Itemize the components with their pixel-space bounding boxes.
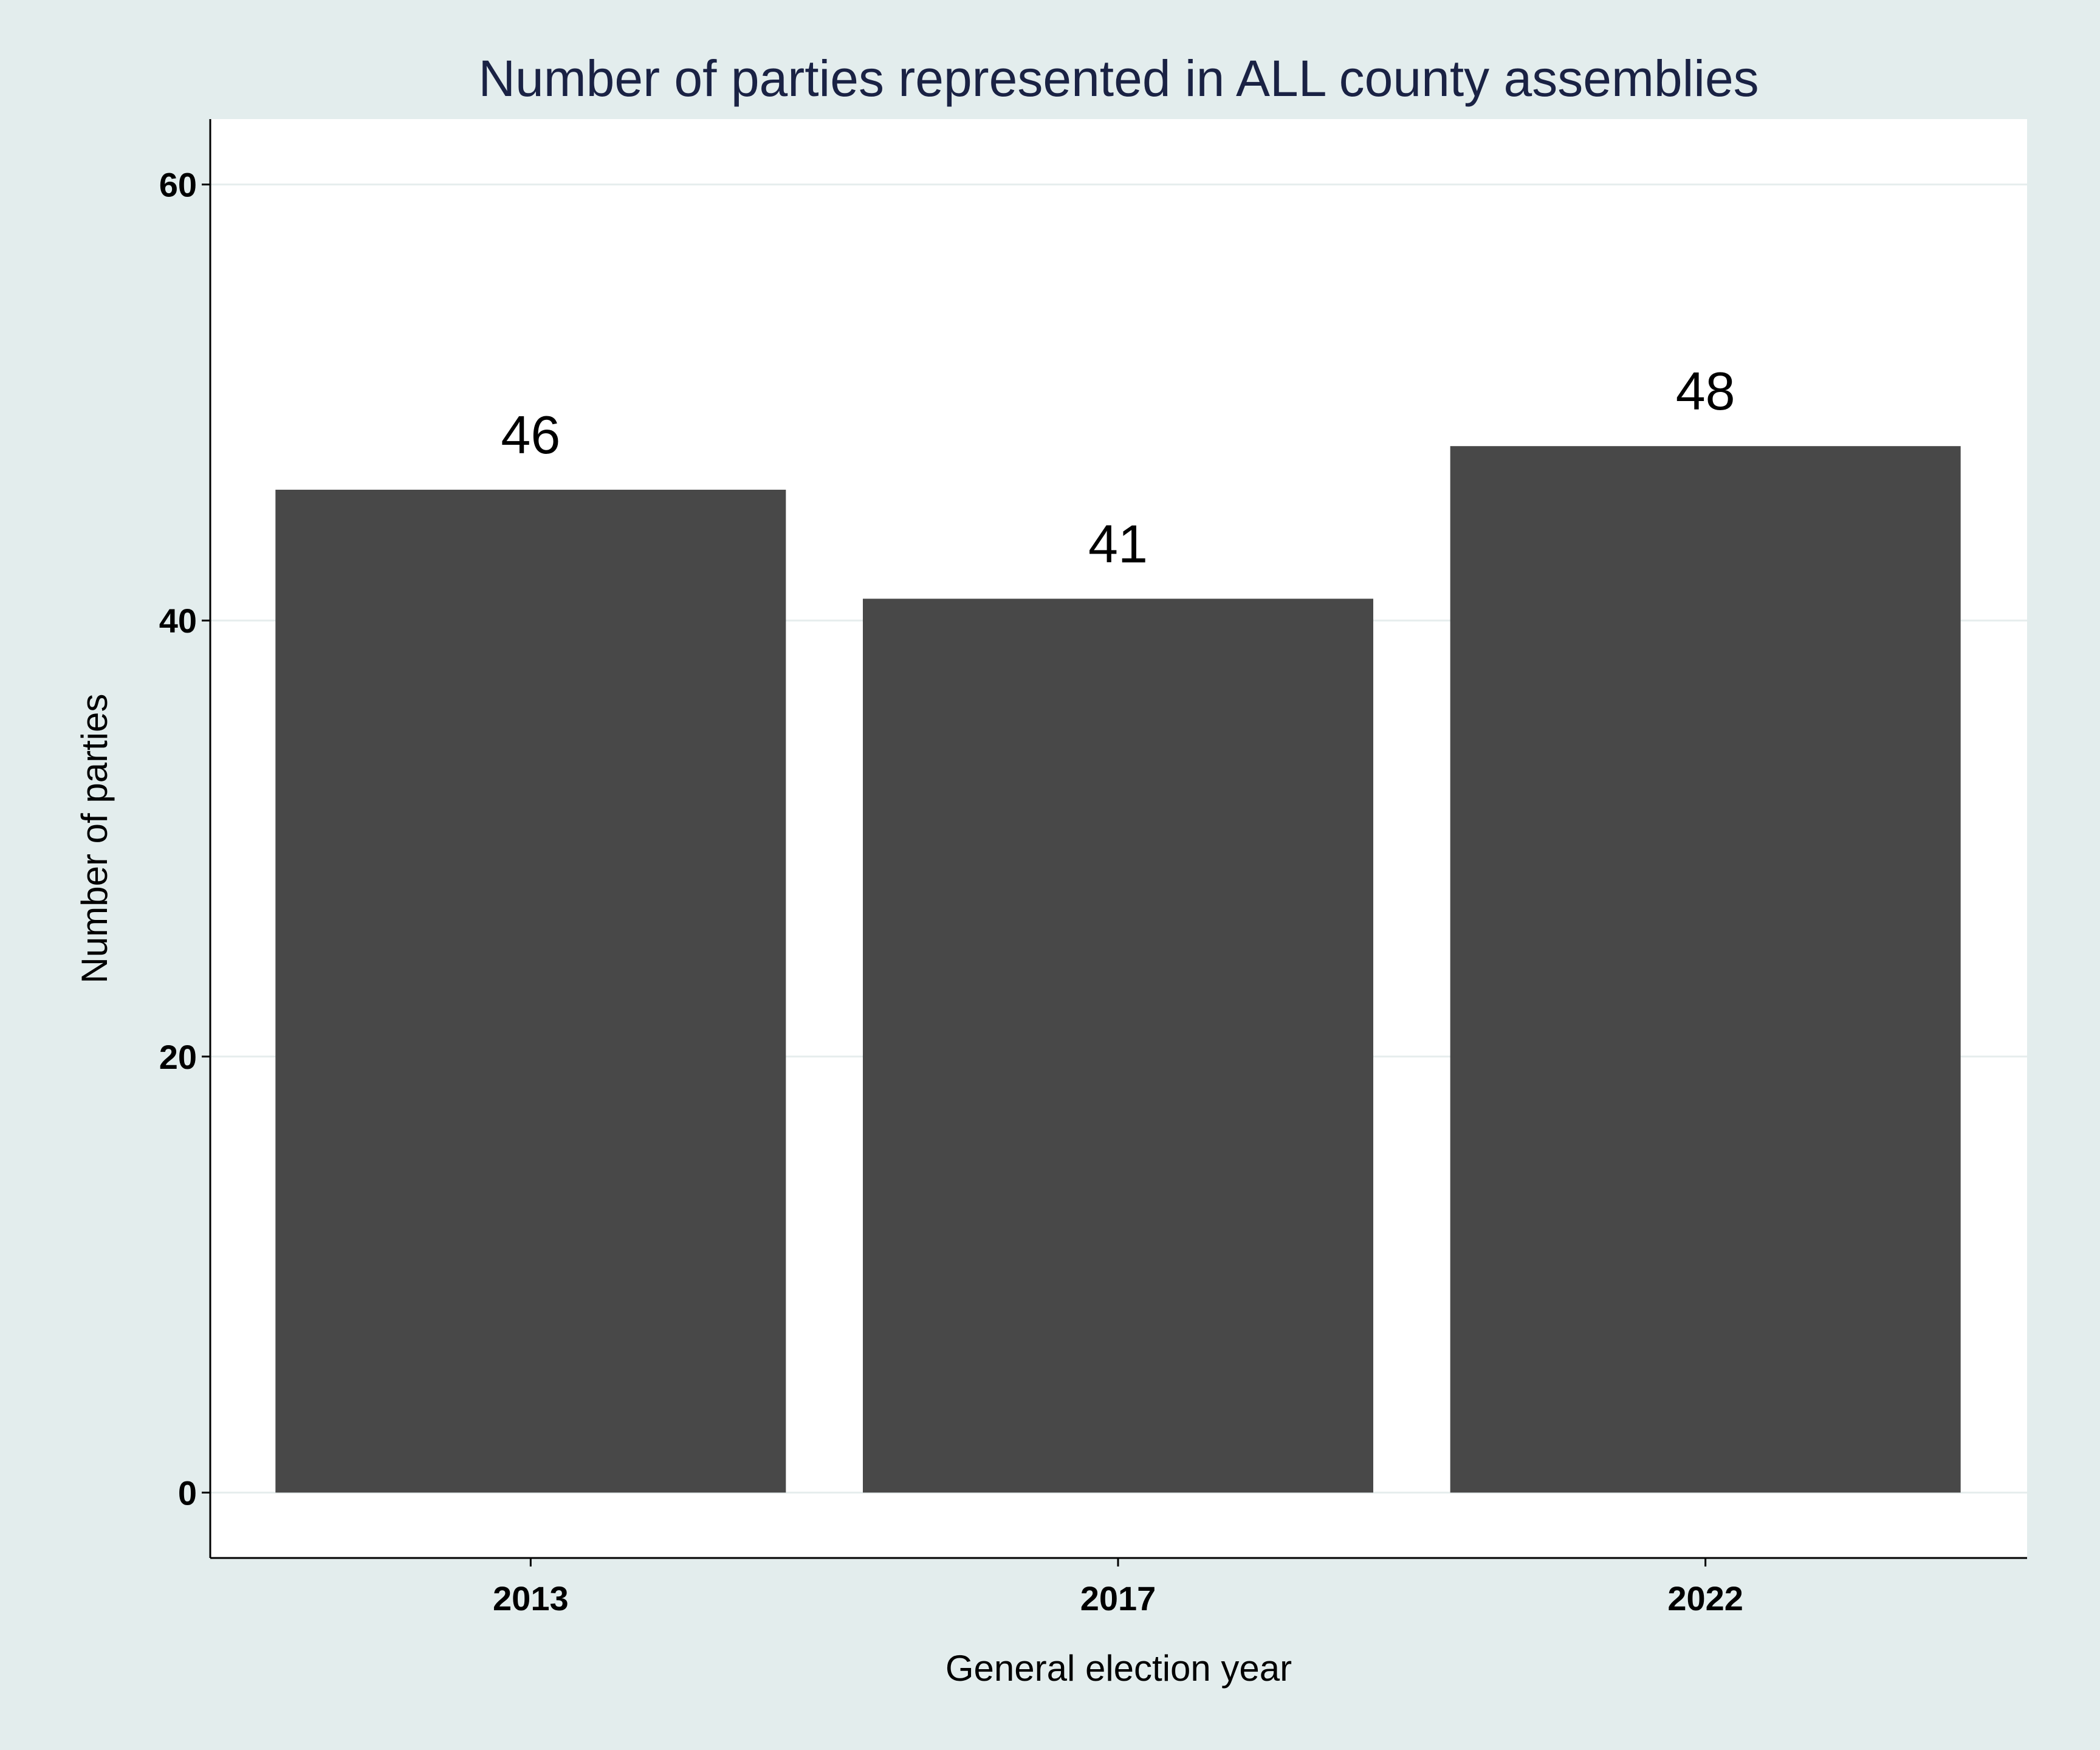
x-tick-label: 2013	[493, 1579, 569, 1618]
x-axis-title: General election year	[945, 1648, 1292, 1689]
y-tick-label: 0	[178, 1474, 197, 1512]
bar-2017	[863, 599, 1373, 1493]
bars	[275, 446, 1961, 1493]
ticks: 0 20 40 60 2013 2017 2022	[159, 166, 1743, 1618]
chart-title: Number of parties represented in ALL cou…	[478, 50, 1759, 107]
y-tick-label: 60	[159, 166, 197, 204]
data-labels: 46 41 48	[501, 361, 1735, 574]
y-axis-title: Number of parties	[74, 694, 115, 984]
x-tick-label: 2022	[1667, 1579, 1743, 1618]
data-label-2013: 46	[501, 405, 560, 465]
data-label-2017: 41	[1088, 513, 1148, 574]
y-tick-label: 40	[159, 602, 197, 640]
data-label-2022: 48	[1676, 361, 1735, 421]
x-tick-label: 2017	[1080, 1579, 1156, 1618]
bar-2013	[275, 489, 786, 1493]
y-tick-label: 20	[159, 1038, 197, 1076]
bar-2022	[1450, 446, 1961, 1493]
